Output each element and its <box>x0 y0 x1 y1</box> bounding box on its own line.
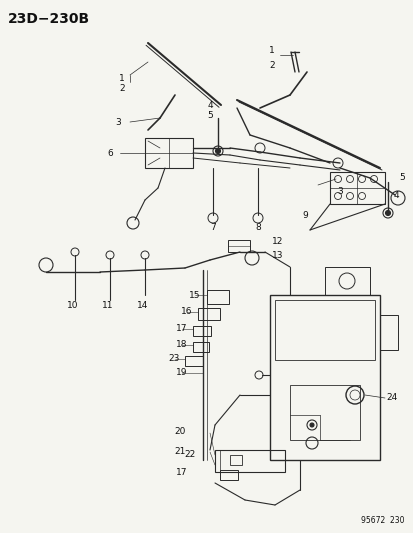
Bar <box>206 290 228 304</box>
Text: 5: 5 <box>206 110 212 119</box>
Text: 22: 22 <box>184 450 195 459</box>
Text: 16: 16 <box>181 308 192 317</box>
Text: 1: 1 <box>268 45 274 54</box>
Text: 21: 21 <box>174 448 185 456</box>
Text: 11: 11 <box>102 301 114 310</box>
Text: 3: 3 <box>115 117 121 126</box>
Text: 18: 18 <box>176 341 188 350</box>
Text: 13: 13 <box>272 252 283 261</box>
Text: 17: 17 <box>176 469 188 478</box>
Bar <box>274 300 374 360</box>
Text: 24: 24 <box>385 393 396 402</box>
Bar <box>269 295 379 460</box>
Text: 95672  230: 95672 230 <box>361 516 404 525</box>
Bar <box>379 315 397 350</box>
Circle shape <box>215 149 220 154</box>
Circle shape <box>309 423 313 427</box>
Text: 4: 4 <box>392 190 398 199</box>
Text: 8: 8 <box>254 223 260 232</box>
Text: 6: 6 <box>107 149 113 157</box>
Bar <box>324 267 369 295</box>
Text: 4: 4 <box>206 101 212 109</box>
Text: 2: 2 <box>119 84 124 93</box>
Text: 23: 23 <box>168 354 179 364</box>
Text: 17: 17 <box>176 325 188 334</box>
Text: 14: 14 <box>137 301 148 310</box>
Bar <box>197 308 219 320</box>
Text: 12: 12 <box>272 238 283 246</box>
Text: 23D−230B: 23D−230B <box>8 12 90 26</box>
Bar <box>228 240 249 252</box>
Bar <box>192 326 211 336</box>
Text: 20: 20 <box>174 427 185 437</box>
Bar <box>219 470 237 480</box>
Circle shape <box>385 211 389 215</box>
Text: 19: 19 <box>176 368 188 377</box>
Bar <box>230 455 242 465</box>
Bar <box>145 138 192 168</box>
Bar <box>289 385 359 440</box>
Text: 7: 7 <box>210 223 215 232</box>
Text: 10: 10 <box>67 301 78 310</box>
Bar <box>214 450 284 472</box>
Text: 1: 1 <box>119 74 125 83</box>
Bar <box>192 342 209 352</box>
Text: 3: 3 <box>336 188 342 197</box>
Bar <box>329 172 384 204</box>
Text: 2: 2 <box>268 61 274 69</box>
Text: 9: 9 <box>301 211 307 220</box>
Text: 5: 5 <box>398 174 404 182</box>
Text: 15: 15 <box>189 290 200 300</box>
Bar <box>185 356 202 366</box>
